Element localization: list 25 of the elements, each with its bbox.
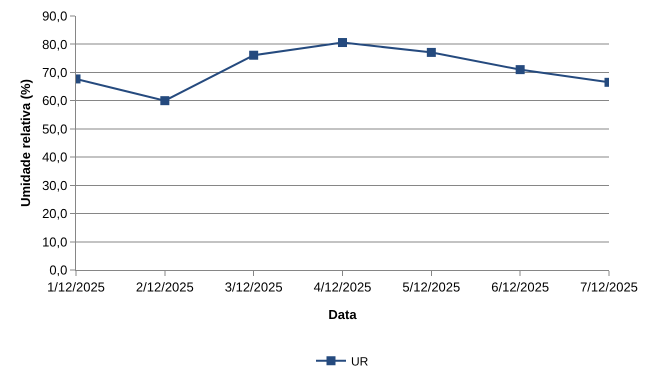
y-tick-label: 50,0 xyxy=(42,121,68,136)
x-tick-label: 2/12/2025 xyxy=(136,280,194,295)
x-tick-label: 6/12/2025 xyxy=(491,280,550,295)
x-tick-label: 3/12/2025 xyxy=(224,280,283,295)
y-axis-title: Umidade relativa (%) xyxy=(18,79,34,207)
point xyxy=(516,65,525,74)
x-tick-label: 5/12/2025 xyxy=(402,280,460,295)
x-axis-title: Data xyxy=(328,307,358,322)
y-tick-label: 20,0 xyxy=(42,206,68,222)
y-tick-label: 30,0 xyxy=(42,178,68,193)
y-tick-label: 90,0 xyxy=(42,8,68,24)
x-tick-label: 1/12/2025 xyxy=(47,280,105,295)
legend-label: UR xyxy=(351,354,369,368)
point xyxy=(249,50,258,60)
point xyxy=(160,96,170,106)
y-tick-label: 0,0 xyxy=(49,262,68,278)
y-tick-label: 60,0 xyxy=(42,93,68,108)
y-tick-label: 10,0 xyxy=(42,234,68,250)
y-tick-label: 40,0 xyxy=(42,150,68,165)
x-tick-label: 4/12/2025 xyxy=(314,280,372,295)
y-tick-label: 70,0 xyxy=(42,64,68,80)
point xyxy=(338,38,347,48)
x-tick-label: 7/12/2025 xyxy=(580,280,638,295)
y-tick-label: 80,0 xyxy=(42,36,68,52)
point xyxy=(426,48,436,57)
